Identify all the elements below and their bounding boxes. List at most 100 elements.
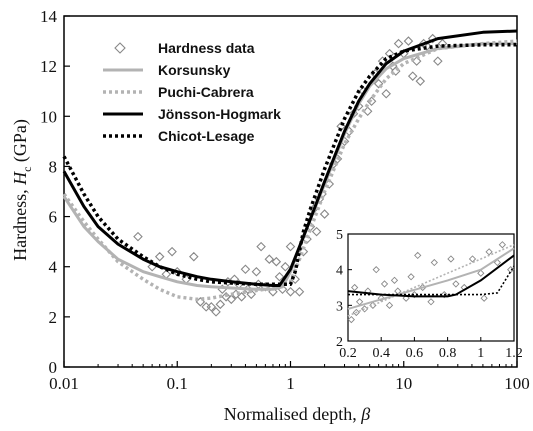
inset-data-point-diamond bbox=[385, 301, 394, 309]
y-tick-label: 4 bbox=[49, 258, 58, 277]
data-point-diamond bbox=[221, 292, 231, 302]
inset-data-point-diamond bbox=[414, 251, 422, 260]
inset-x-tick-label: 0.8 bbox=[439, 346, 457, 361]
data-point-diamond bbox=[251, 266, 262, 277]
inset-x-tick-label: 1 bbox=[477, 346, 484, 361]
data-point-diamond bbox=[236, 292, 247, 302]
inset-y-tick-label: 2 bbox=[336, 335, 343, 350]
inset-data-point-diamond bbox=[452, 280, 460, 288]
data-point-diamond bbox=[427, 33, 438, 44]
data-point-diamond bbox=[271, 256, 282, 267]
y-axis-label: Hardness, Hc (GPa) bbox=[10, 119, 34, 261]
y-axis-label-symbol: H bbox=[10, 171, 30, 186]
x-tick-label: 0.1 bbox=[167, 374, 188, 393]
x-tick-label: 100 bbox=[504, 374, 530, 393]
y-axis-label-subscript: c bbox=[20, 167, 34, 172]
legend-swatch-diamond bbox=[114, 42, 126, 54]
data-point-diamond bbox=[393, 38, 404, 49]
data-point-diamond bbox=[246, 289, 257, 300]
data-point-diamond bbox=[274, 271, 285, 282]
data-point-diamond bbox=[264, 254, 275, 264]
inset-data-point-diamond bbox=[468, 255, 477, 263]
data-point-diamond bbox=[206, 302, 217, 312]
data-point-diamond bbox=[433, 56, 443, 66]
data-point-diamond bbox=[311, 226, 322, 237]
inset-x-tick-label: 0.2 bbox=[339, 346, 357, 361]
inset-data-point-diamond bbox=[372, 266, 380, 274]
data-point-diamond bbox=[201, 302, 211, 312]
inset-data-point-diamond bbox=[440, 290, 448, 299]
inset-data-point-diamond bbox=[351, 283, 359, 292]
data-point-diamond bbox=[211, 307, 221, 317]
inset-data-point-diamond bbox=[493, 258, 502, 267]
inset-data-point-diamond bbox=[480, 294, 488, 302]
x-tick-label: 10 bbox=[395, 374, 412, 393]
y-tick-label: 12 bbox=[40, 57, 57, 76]
inset-frame bbox=[347, 233, 515, 342]
data-point-diamond bbox=[133, 231, 143, 242]
data-point-diamond bbox=[215, 299, 226, 310]
data-point-diamond bbox=[403, 36, 414, 46]
series-line-korsunsky bbox=[62, 42, 517, 291]
inset-y-tick-label: 5 bbox=[336, 228, 343, 243]
data-point-diamond bbox=[167, 246, 177, 257]
y-tick-label: 0 bbox=[49, 358, 58, 377]
x-axis-label-symbol: β bbox=[360, 404, 370, 424]
inset-x-tick-label: 0.6 bbox=[406, 346, 424, 361]
inset-y-tick-label: 4 bbox=[336, 264, 343, 279]
inset-data-point-diamond bbox=[430, 258, 438, 267]
inset-series-line-puchi-cabrera bbox=[347, 243, 515, 317]
legend-label-korsunsky: Korsunsky bbox=[158, 62, 231, 78]
series-line-puchi-cabrera bbox=[62, 39, 518, 302]
inset-data-point-diamond bbox=[477, 269, 485, 277]
data-point-diamond bbox=[294, 287, 305, 297]
data-point-diamond bbox=[285, 287, 296, 297]
legend-label-hardness-data: Hardness data bbox=[158, 40, 255, 56]
data-point-diamond bbox=[319, 209, 330, 219]
data-point-diamond bbox=[240, 264, 251, 274]
inset-data-point-diamond bbox=[347, 315, 355, 324]
y-tick-label: 10 bbox=[40, 107, 57, 126]
y-tick-label: 2 bbox=[49, 308, 58, 327]
inset-data-point-diamond bbox=[352, 308, 360, 317]
data-point-diamond bbox=[226, 294, 237, 305]
data-point-diamond bbox=[285, 241, 296, 252]
x-tick-label: 1 bbox=[286, 374, 295, 393]
y-tick-label: 6 bbox=[49, 208, 58, 227]
legend-label-jonsson-hogmark: Jönsson-Hogmark bbox=[158, 106, 281, 122]
data-point-diamond bbox=[154, 251, 165, 262]
inset-series-line-chicot-lesage bbox=[348, 265, 515, 296]
y-axis-label-unit: (GPa) bbox=[10, 119, 31, 167]
inset-x-tick-label: 1.2 bbox=[505, 346, 523, 361]
inset-data-point-diamond bbox=[407, 273, 415, 281]
inset-data-point-diamond bbox=[390, 276, 399, 285]
data-point-diamond bbox=[280, 261, 291, 272]
y-tick-label: 14 bbox=[40, 7, 58, 26]
legend-label-puchi-cabrera: Puchi-Cabrera bbox=[158, 84, 254, 100]
y-axis-label-text: Hardness, bbox=[10, 185, 30, 261]
inset-data-point-diamond bbox=[447, 255, 455, 263]
inset-data-point-diamond bbox=[402, 294, 410, 302]
legend: Hardness data Korsunsky Puchi-Cabrera Jönss… bbox=[103, 40, 281, 144]
legend-label-chicot-lesage: Chicot-Lesage bbox=[158, 128, 255, 144]
inset-x-tick-label: 0.4 bbox=[372, 346, 390, 361]
inset-data-point-diamond bbox=[427, 298, 435, 306]
inset-data-point-diamond bbox=[498, 241, 507, 249]
data-point-diamond bbox=[256, 241, 266, 252]
data-point-diamond bbox=[407, 71, 418, 81]
data-point-diamond bbox=[381, 88, 391, 99]
x-axis-label: Normalised depth, β bbox=[224, 404, 370, 424]
data-point-diamond bbox=[373, 78, 384, 89]
x-tick-label: 0.01 bbox=[49, 374, 79, 393]
series-line-chicot-lesage bbox=[62, 43, 517, 287]
y-tick-label: 8 bbox=[49, 157, 58, 176]
inset-data-point-diamond bbox=[380, 280, 389, 288]
data-point-diamond bbox=[415, 76, 426, 86]
inset-y-tick-label: 3 bbox=[336, 299, 343, 314]
x-axis-label-text: Normalised depth, bbox=[224, 404, 361, 424]
inset-series-line-korsunsky bbox=[347, 247, 515, 310]
inset-data-point-diamond bbox=[410, 290, 419, 299]
inset-plot: 0.2 0.4 0.6 0.8 1 1.2 2 3 4 5 bbox=[336, 228, 523, 361]
